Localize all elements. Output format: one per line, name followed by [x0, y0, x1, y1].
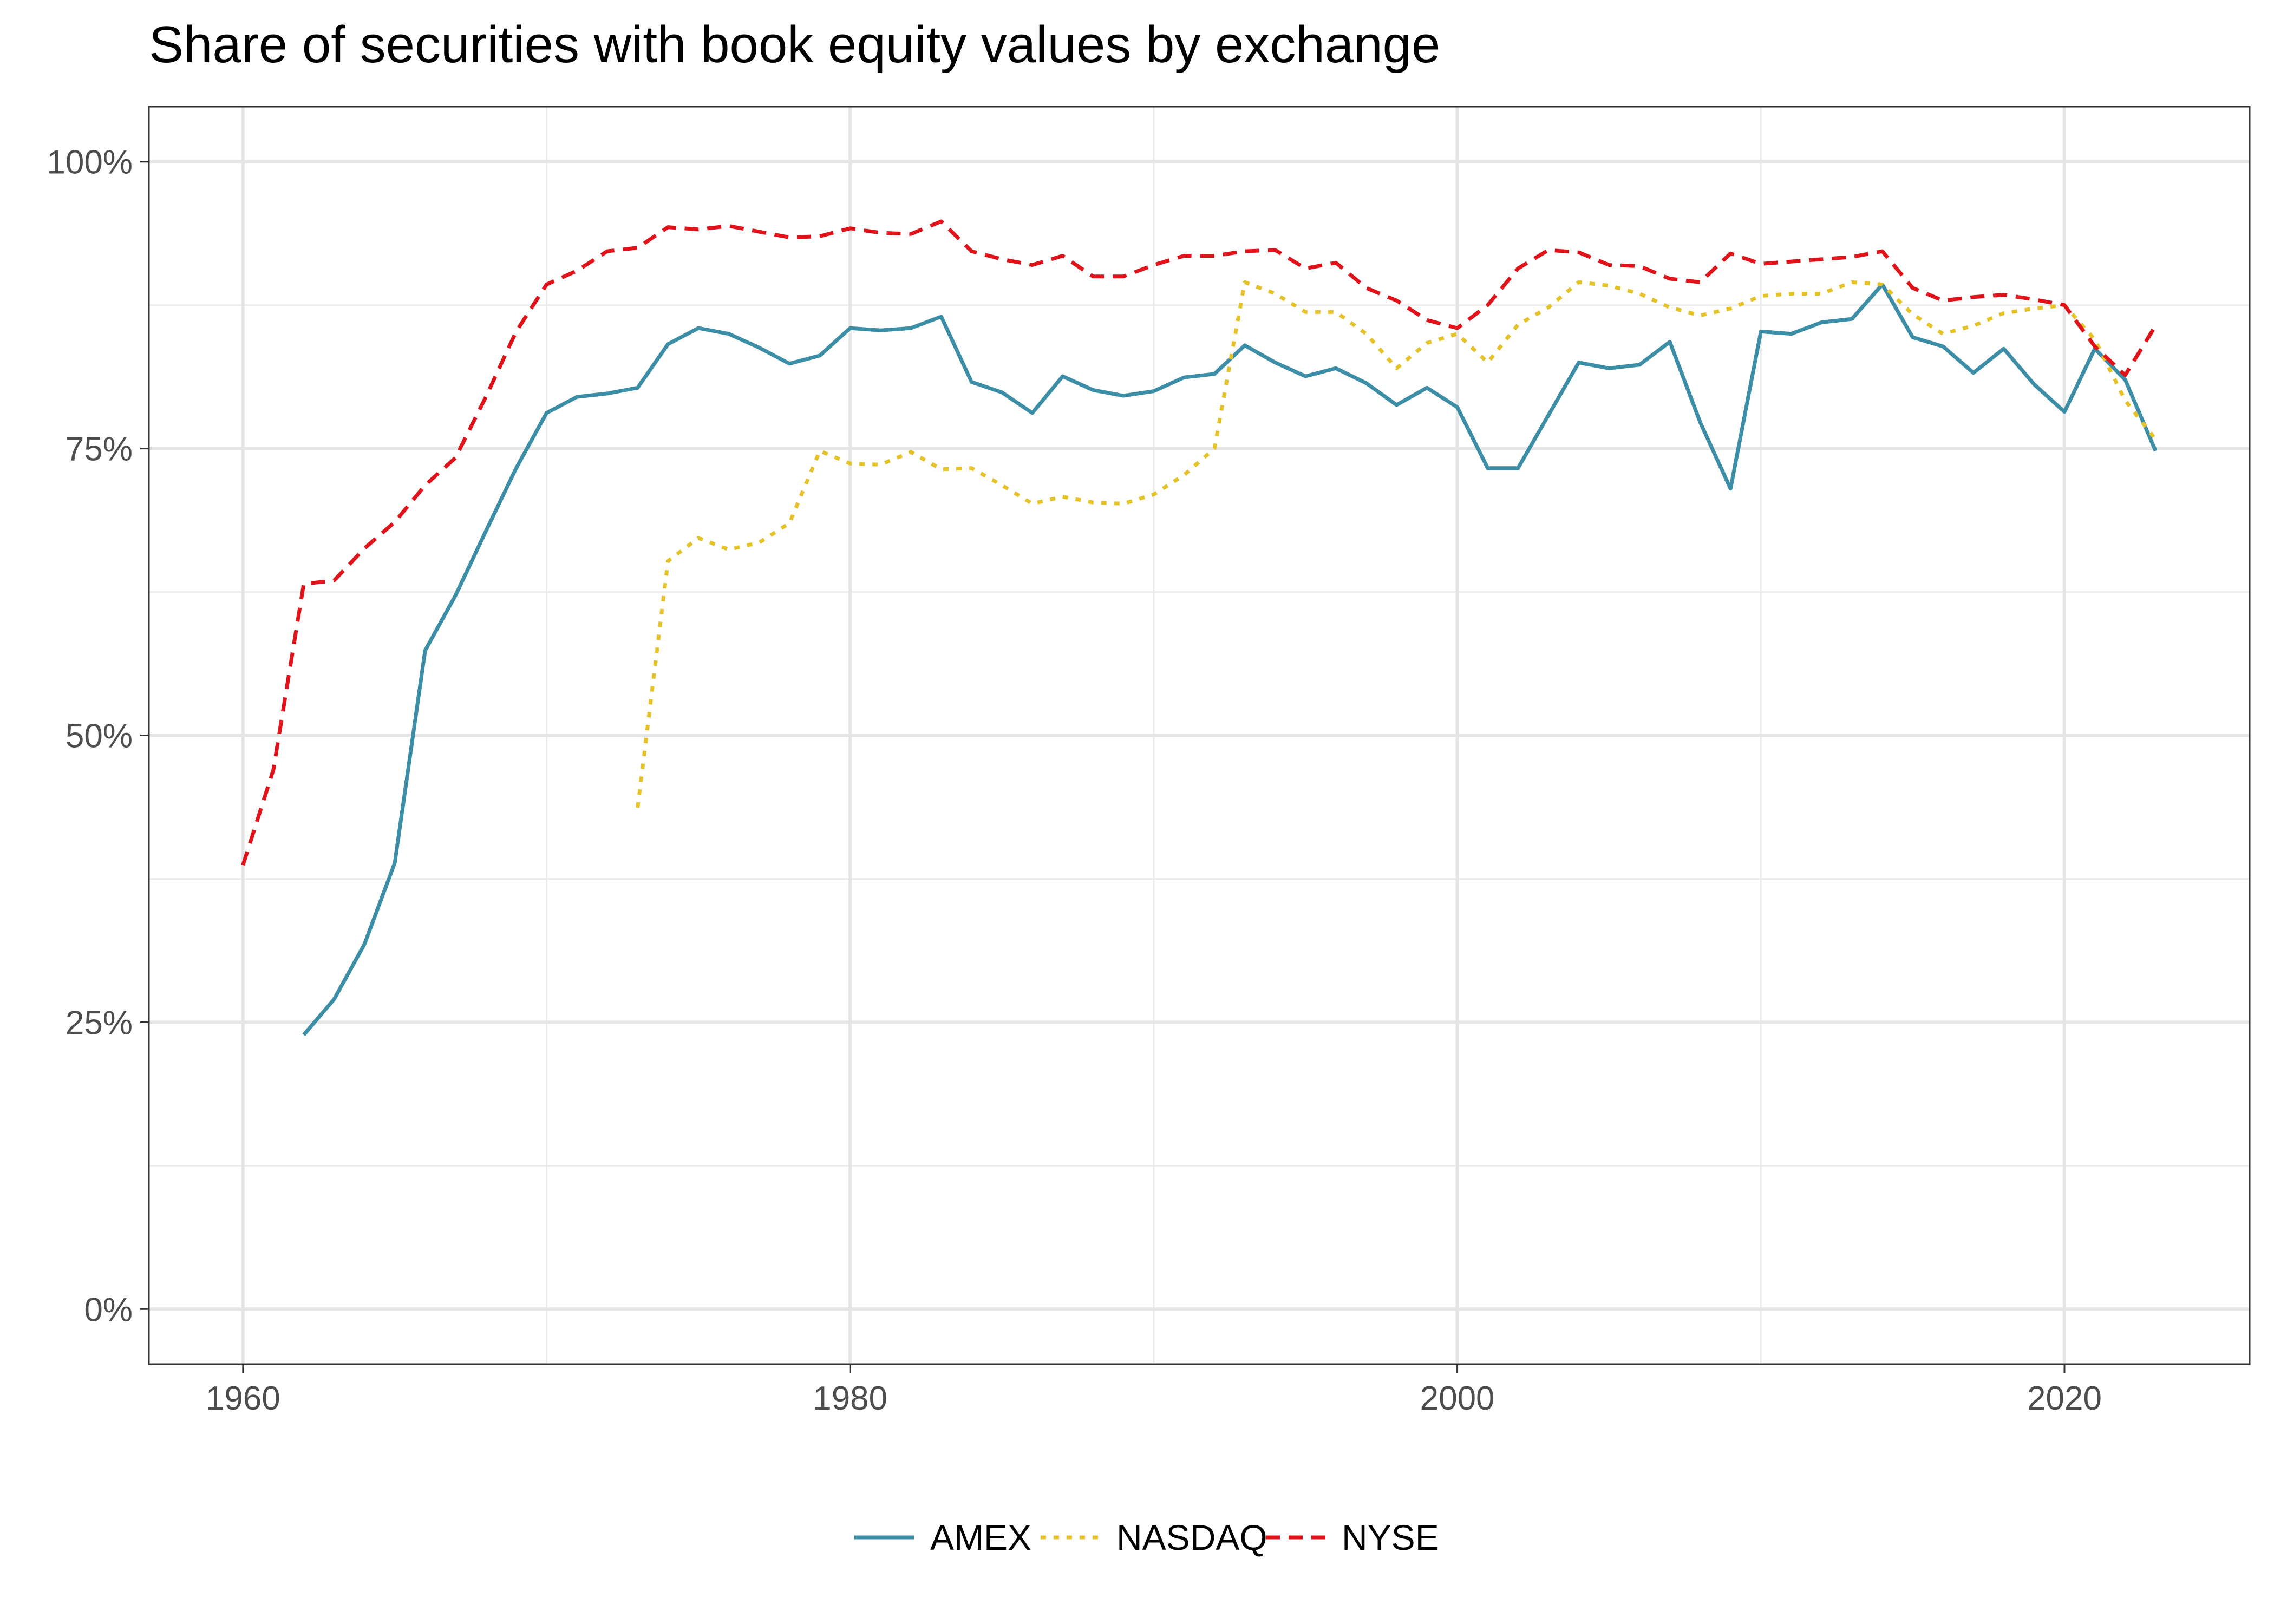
series-line-amex — [302, 283, 2158, 1036]
legend: AMEX NASDAQ NYSE — [854, 1517, 1439, 1557]
x-tick-label: 2000 — [1420, 1380, 1495, 1417]
y-tick-label: 100% — [47, 144, 133, 181]
chart-title: Share of securities with book equity val… — [149, 16, 1440, 74]
y-tick-label: 75% — [66, 431, 133, 468]
legend-label-amex: AMEX — [930, 1517, 1031, 1557]
legend-label-nyse: NYSE — [1342, 1517, 1439, 1557]
series-line-nyse — [241, 219, 2158, 866]
x-tick-label: 1980 — [813, 1380, 887, 1417]
plot-area — [148, 106, 2251, 1365]
legend-label-nasdaq: NASDAQ — [1116, 1517, 1267, 1557]
grid-major — [149, 107, 2250, 1364]
x-axis: 1960 1980 2000 2020 — [206, 1364, 2102, 1417]
x-tick-label: 2020 — [2027, 1380, 2102, 1417]
x-tick-label: 1960 — [206, 1380, 280, 1417]
y-tick-label: 25% — [66, 1004, 133, 1042]
series-line-nasdaq — [636, 280, 2157, 808]
y-tick-label: 50% — [66, 718, 133, 755]
series-layer — [241, 219, 2158, 1036]
y-axis: 0% 25% 50% 75% 100% — [47, 144, 149, 1328]
y-tick-label: 0% — [84, 1291, 133, 1328]
